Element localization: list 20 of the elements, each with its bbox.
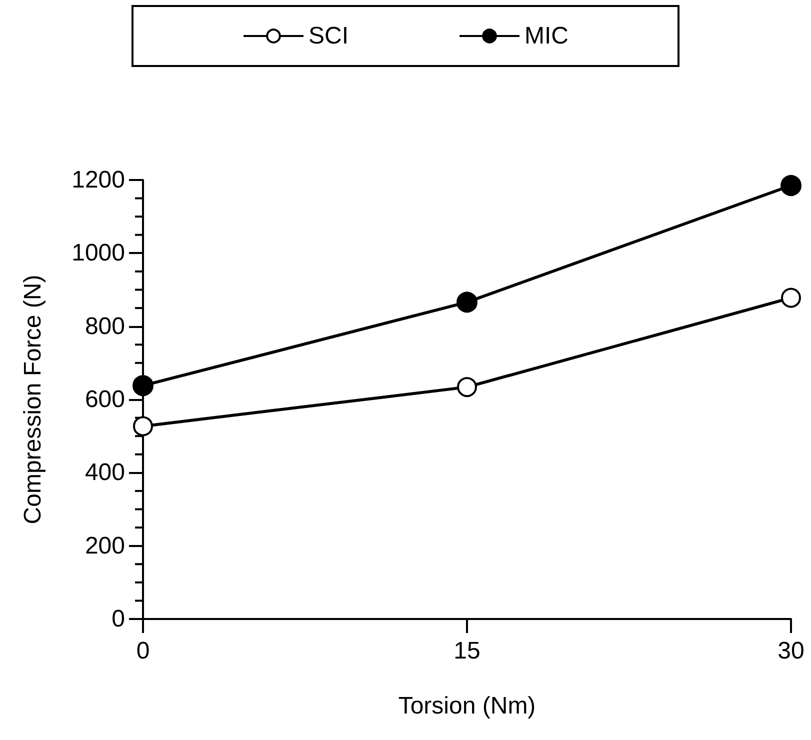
y-tick-label: 400 [84,459,125,486]
y-tick-label: 0 [112,606,125,632]
x-axis-title: Torsion (Nm) [398,692,536,720]
y-tick-label: 1200 [72,166,125,194]
point [781,288,801,308]
x-tick-label: 15 [454,638,480,664]
point [132,375,154,396]
y-axis-title: Compression Force (N) [20,274,46,524]
point [456,292,478,313]
legend-label: MIC [524,22,569,50]
point [457,377,477,398]
x-tick-label: 30 [778,638,804,664]
y-tick-label: 200 [84,532,125,560]
legend-label: SCI [308,22,349,50]
y-tick-label: 600 [84,386,125,413]
point [780,174,802,196]
y-tick-label: 1000 [72,240,125,267]
x-tick-label: 0 [136,638,150,664]
y-tick-label: 800 [84,312,125,340]
point [133,416,153,436]
